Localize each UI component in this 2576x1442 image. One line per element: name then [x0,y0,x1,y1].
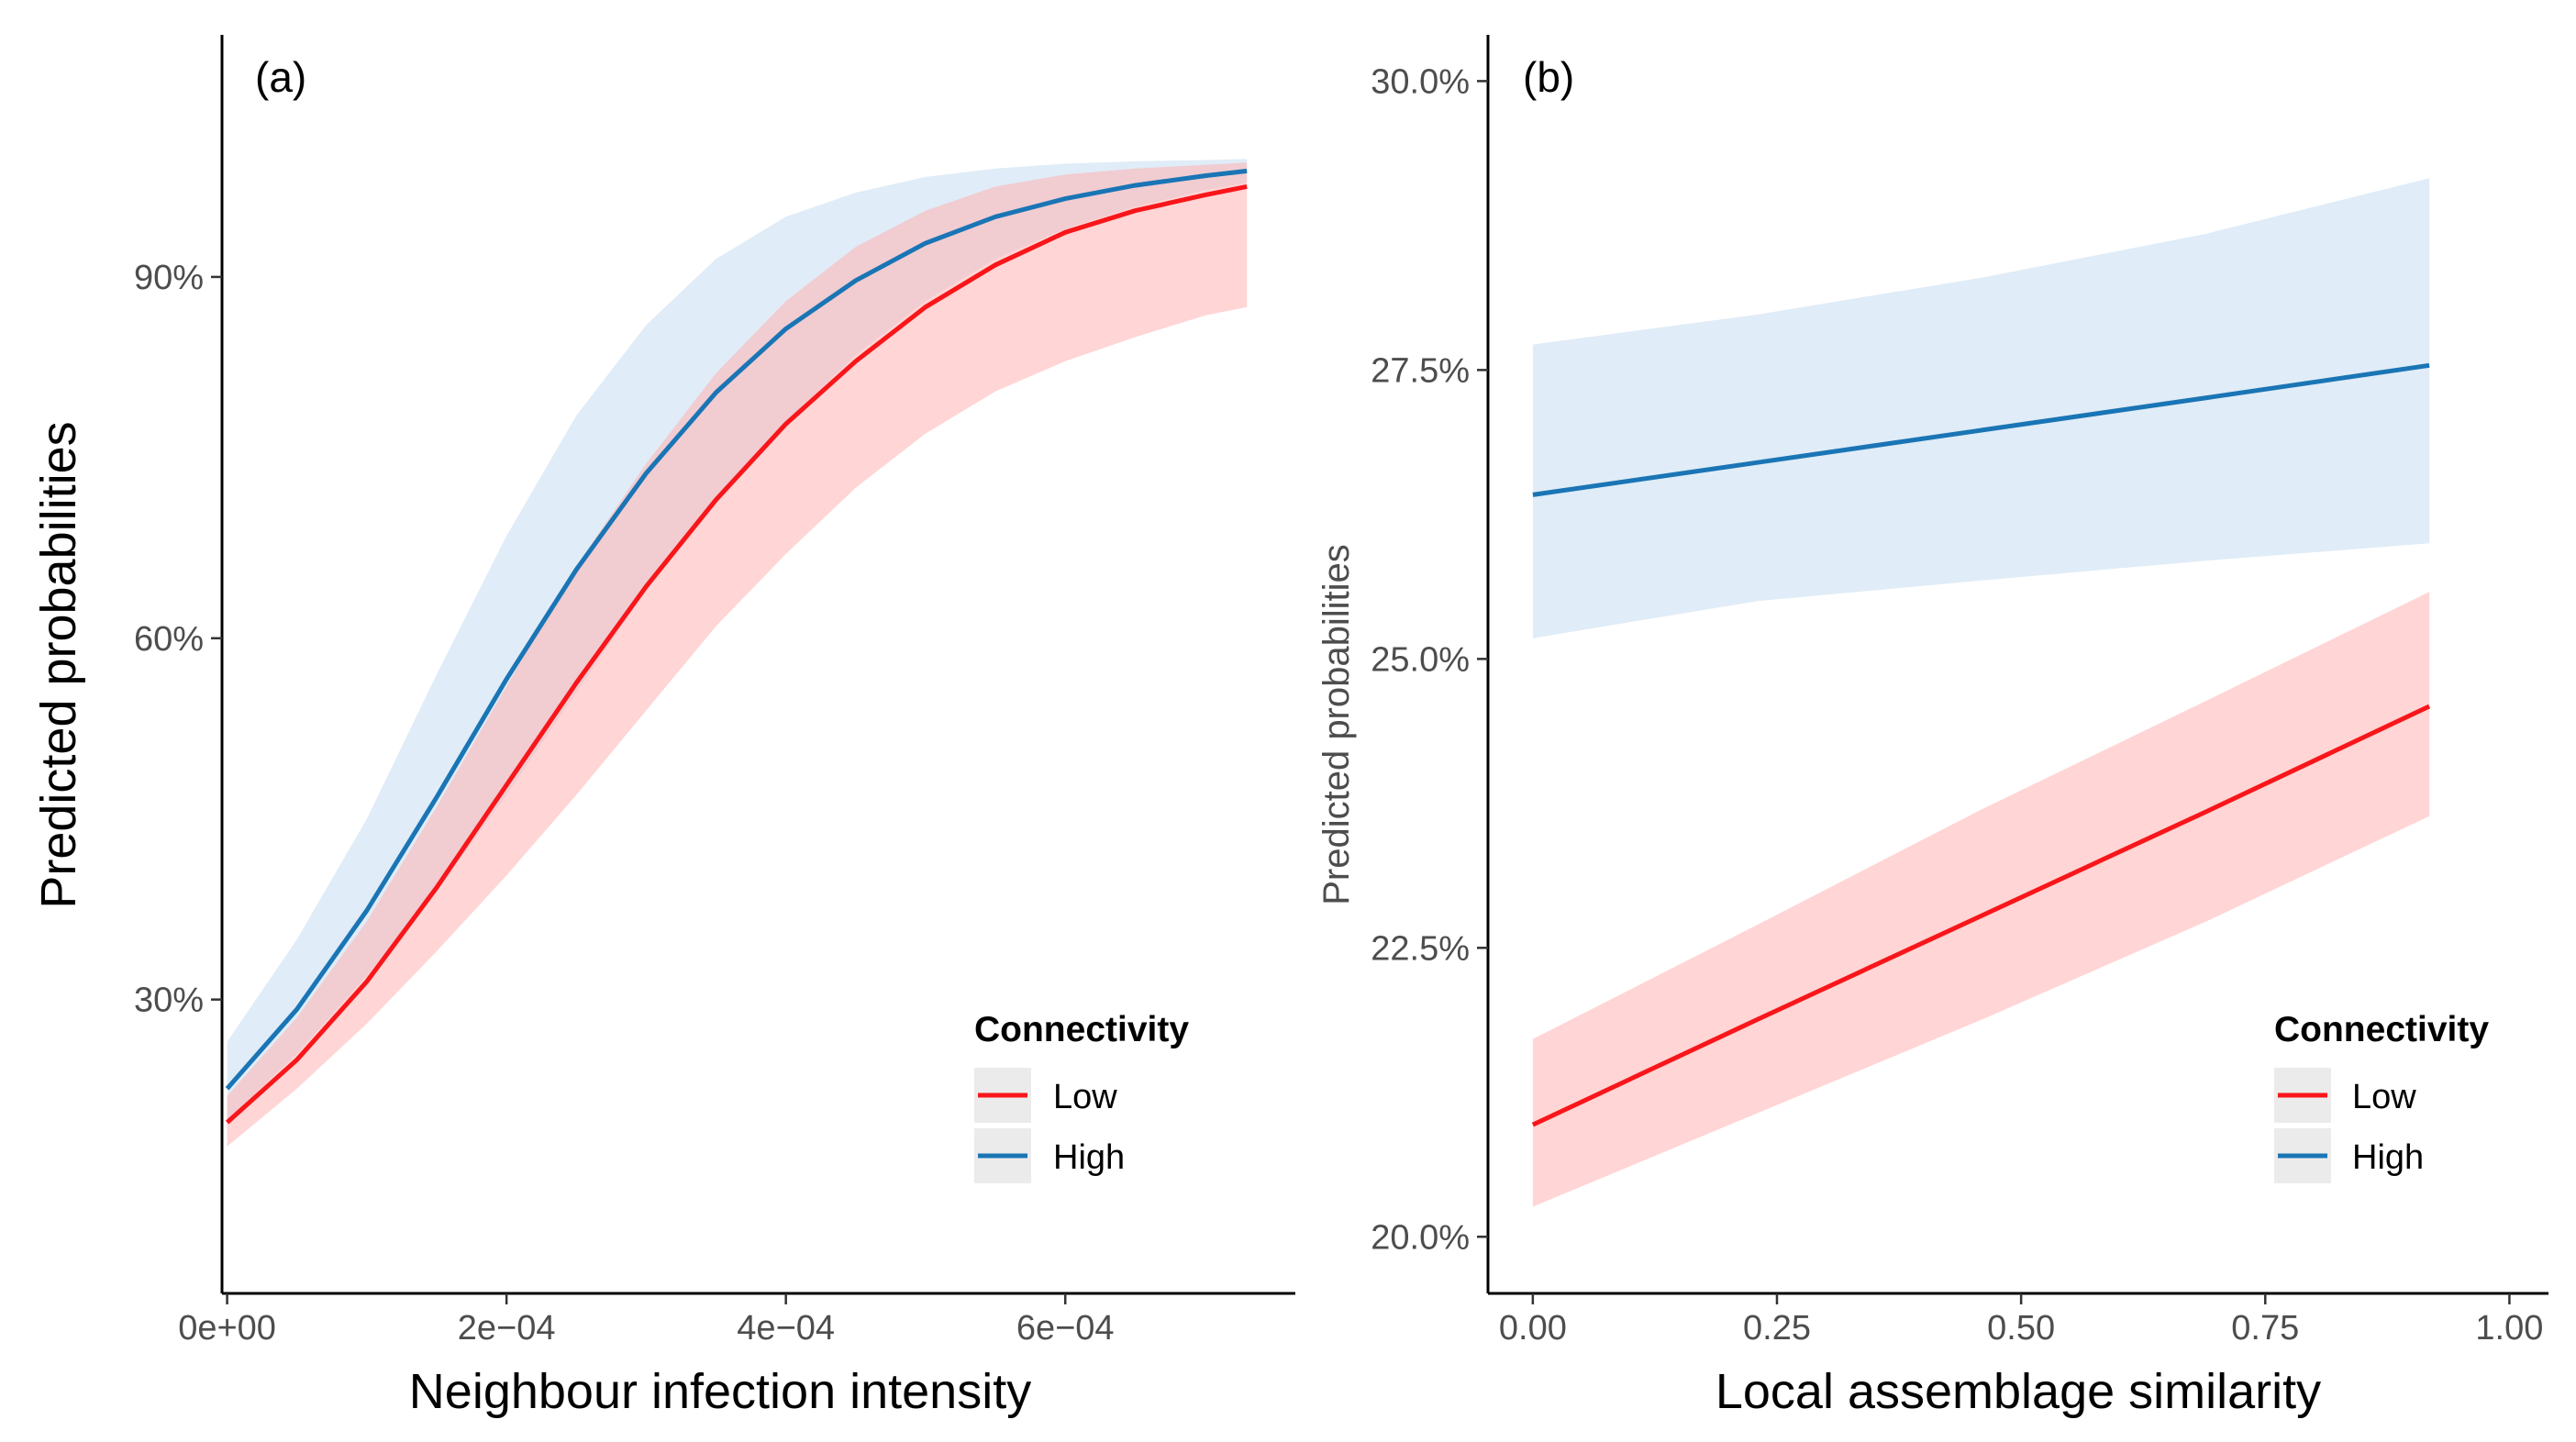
panel-a-legend-label-high: High [1053,1138,1125,1177]
panel-a-ticks: 0e+00 2e−04 4e−04 6e−04 30% 60% 90% [134,259,1115,1348]
panel-b-line-high [1532,362,2430,497]
panel-b-legend-title: Connectivity [2274,1010,2489,1049]
panel-a-legend: Connectivity Low High [974,1010,1189,1183]
panel-b-legend: Connectivity Low High [2274,1010,2489,1183]
panel-b-x-tick-label: 0.50 [1987,1309,2055,1348]
panel-a-line-low [225,183,1248,1125]
panel-b-lines [1531,362,2431,1127]
panel-b-legend-label-low: Low [2352,1078,2416,1116]
panel-a-y-tick-label: 30% [134,982,204,1020]
panel-b-line-low [1531,704,2431,1127]
panel-b-ribbons [1532,178,2430,1207]
panel-a: 0e+00 2e−04 4e−04 6e−04 30% 60% 90% (a) Neighb… [31,35,1295,1419]
panel-a-lines [225,168,1248,1125]
panel-a-legend-title: Connectivity [974,1010,1189,1049]
panel-a-y-tick-label: 60% [134,620,204,659]
panel-b-x-tick-label: 0.75 [2231,1309,2299,1348]
panel-a-y-title: Predicted probabilities [31,421,86,908]
panel-b-y-tick-label: 27.5% [1371,351,1470,390]
panel-b-x-tick-label: 0.25 [1743,1309,1811,1348]
panel-a-ribbons [227,159,1248,1147]
panel-a-ribbon-low [227,162,1248,1147]
panel-a-y-tick-label: 90% [134,259,204,297]
panel-b-y-tick-label: 20.0% [1371,1218,1470,1257]
panel-a-tag: (a) [255,53,306,101]
panel-b-x-title: Local assemblage similarity [1715,1364,2321,1419]
panel-b-y-tick-label: 25.0% [1371,640,1470,679]
panel-a-ribbon-high [227,159,1248,1120]
panel-a-line-high [225,168,1248,1091]
panel-a-x-tick-label: 6e−04 [1016,1309,1115,1348]
panel-b-x-tick-label: 0.00 [1499,1309,1567,1348]
panel-a-x-title: Neighbour infection intensity [409,1364,1031,1419]
panel-a-legend-label-low: Low [1053,1078,1117,1116]
panel-a-x-tick-label: 2e−04 [458,1309,556,1348]
panel-b-ribbon-high [1532,178,2430,638]
panel-b-y-title: Predicted probabilities [1316,544,1357,905]
panel-b-y-tick-label: 30.0% [1371,62,1470,101]
panel-b-tag: (b) [1523,53,1574,101]
panel-a-x-tick-label: 0e+00 [178,1309,276,1348]
panel-b-ticks: 0.00 0.25 0.50 0.75 1.00 20.0% 22.5% 25.0% 27.5%… [1371,62,2543,1348]
panel-a-x-tick-label: 4e−04 [737,1309,835,1348]
panel-b: 0.00 0.25 0.50 0.75 1.00 20.0% 22.5% 25.0% 27.5%… [1316,35,2548,1419]
panel-b-x-tick-label: 1.00 [2475,1309,2543,1348]
panel-b-legend-label-high: High [2352,1138,2424,1177]
panel-b-ribbon-low [1532,592,2430,1207]
panel-b-y-tick-label: 22.5% [1371,929,1470,968]
